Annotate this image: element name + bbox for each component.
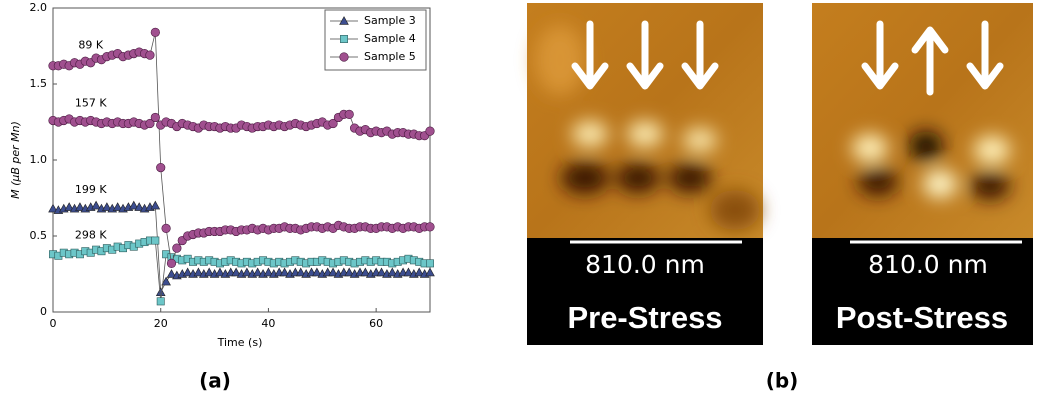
- marker: [295, 267, 306, 277]
- marker: [91, 200, 101, 210]
- marker: [215, 267, 225, 277]
- x-tick-label: 20: [154, 317, 168, 330]
- marker: [425, 222, 435, 232]
- y-tick-label: 0.5: [30, 229, 48, 242]
- marker: [112, 202, 123, 211]
- marker: [425, 267, 435, 277]
- marker: [279, 267, 290, 277]
- marker: [242, 267, 252, 277]
- label-band: [527, 238, 763, 345]
- marker: [182, 267, 193, 277]
- plot-area: 199 K 298 K 89 K 157 K: [48, 27, 435, 306]
- marker: [156, 163, 166, 173]
- marker: [344, 109, 354, 119]
- legend: Sample 3 Sample 4 Sample 5: [330, 14, 416, 63]
- temperature-label: 298 K: [75, 229, 107, 242]
- image-label: Post-Stress: [836, 300, 1008, 335]
- panel-label: (b): [766, 369, 799, 393]
- marker: [75, 202, 85, 211]
- marker: [150, 27, 160, 37]
- marker: [403, 267, 414, 277]
- marker: [340, 35, 348, 43]
- marker: [128, 200, 139, 210]
- marker: [151, 236, 160, 245]
- marker: [193, 267, 204, 277]
- x-tick-label: 40: [261, 317, 275, 330]
- y-tick-label: 1.0: [30, 153, 48, 166]
- legend-label: Sample 5: [364, 50, 416, 63]
- marker: [263, 267, 274, 277]
- marker: [252, 267, 263, 277]
- spin-arrows: [571, 20, 719, 90]
- y-tick-label: 1.5: [30, 77, 48, 90]
- marker: [425, 126, 435, 136]
- marker: [426, 259, 434, 268]
- x-tick-label: 0: [50, 317, 57, 330]
- scale-label: 810.0 nm: [868, 250, 988, 279]
- label-band: [812, 238, 1033, 345]
- marker: [312, 267, 322, 277]
- x-axis-label: Time (s): [217, 336, 263, 349]
- y-axis-label: M (μB per Mn): [9, 121, 22, 199]
- marker: [344, 267, 355, 277]
- x-tick-label: 60: [369, 317, 383, 330]
- marker: [102, 202, 112, 211]
- marker: [155, 287, 166, 296]
- marker: [339, 16, 349, 25]
- marker: [414, 267, 425, 277]
- temperature-label: 199 K: [75, 183, 107, 196]
- marker: [150, 200, 161, 210]
- y-tick-label: 0: [40, 305, 47, 318]
- legend-label: Sample 4: [364, 32, 416, 45]
- marker: [134, 202, 144, 211]
- marker: [150, 112, 160, 123]
- marker: [156, 297, 165, 306]
- scale-label: 810.0 nm: [585, 250, 705, 279]
- marker: [172, 243, 182, 253]
- marker: [328, 267, 338, 277]
- image-label: Pre-Stress: [567, 300, 722, 335]
- spin-arrows: [861, 20, 1004, 96]
- marker: [339, 52, 349, 62]
- marker: [204, 267, 214, 277]
- marker: [48, 203, 58, 213]
- afm-features: [535, 25, 760, 230]
- temperature-label: 157 K: [75, 96, 107, 109]
- marker: [387, 267, 398, 277]
- marker: [161, 276, 171, 286]
- marker: [166, 258, 177, 268]
- image-post-stress: 810.0 nm Post-Stress: [812, 3, 1033, 345]
- temperature-label: 89 K: [78, 39, 103, 52]
- marker: [64, 202, 74, 211]
- marker: [231, 267, 241, 277]
- legend-label: Sample 3: [364, 14, 416, 27]
- marker: [360, 267, 371, 277]
- marker: [145, 50, 155, 60]
- y-tick-label: 2.0: [30, 1, 48, 14]
- marker: [376, 267, 387, 277]
- image-pre-stress: 810.0 nm Pre-Stress: [527, 3, 763, 345]
- marker: [145, 118, 155, 129]
- afm-features: [852, 131, 1010, 200]
- marker: [328, 118, 338, 129]
- marker: [161, 223, 171, 233]
- marker: [166, 269, 177, 278]
- panel-label: (a): [199, 369, 231, 393]
